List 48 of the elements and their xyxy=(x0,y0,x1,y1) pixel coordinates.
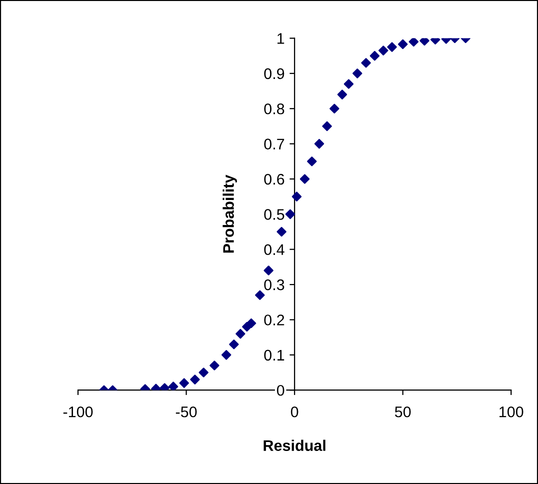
point xyxy=(198,368,208,378)
point xyxy=(387,42,397,52)
point xyxy=(236,328,246,339)
point xyxy=(378,46,388,56)
y-tick-label: 0.8 xyxy=(264,103,284,114)
x-tick-label: 100 xyxy=(500,406,524,418)
y-tick-label: 0.4 xyxy=(264,244,284,256)
point xyxy=(314,138,324,149)
y-tick-label: 0.5 xyxy=(264,209,284,220)
point xyxy=(292,192,302,202)
y-tick-label: 0.2 xyxy=(264,314,284,326)
point xyxy=(300,174,310,184)
x-tick-label: 50 xyxy=(394,406,411,418)
x-tick-label: 0 xyxy=(290,406,298,418)
point xyxy=(330,104,340,114)
point xyxy=(361,58,371,68)
point xyxy=(255,290,265,300)
point xyxy=(322,121,332,132)
point xyxy=(352,68,362,78)
point xyxy=(168,382,178,390)
point xyxy=(285,209,296,220)
point xyxy=(160,383,170,390)
y-tick-label: 0.6 xyxy=(264,174,284,185)
point xyxy=(179,378,189,388)
point xyxy=(337,90,348,100)
point xyxy=(190,374,200,384)
y-tick-label: 0.9 xyxy=(264,68,284,80)
y-tick-label: 0.1 xyxy=(264,350,284,361)
point xyxy=(307,156,317,166)
y-tick-label: 0 xyxy=(276,384,284,396)
point xyxy=(420,38,430,46)
y-axis-title: Probability xyxy=(222,174,237,253)
point xyxy=(221,350,232,360)
x-tick-label: -50 xyxy=(176,406,197,418)
point xyxy=(408,38,419,47)
x-axis-title: Residual xyxy=(264,440,326,451)
point xyxy=(229,340,239,350)
point xyxy=(398,39,408,50)
x-tick-label: -100 xyxy=(63,406,93,418)
y-tick-label: 0.3 xyxy=(264,279,284,290)
point xyxy=(276,226,286,237)
point xyxy=(370,50,380,61)
point xyxy=(210,360,220,370)
point xyxy=(264,266,274,276)
y-tick-label: 1 xyxy=(278,33,284,44)
point xyxy=(344,79,354,89)
point xyxy=(246,318,256,328)
y-tick-label: 0.7 xyxy=(264,138,284,150)
